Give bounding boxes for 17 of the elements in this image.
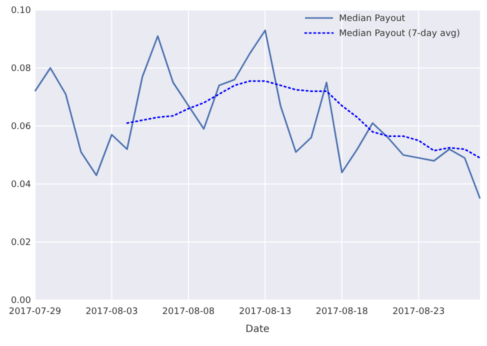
x-axis-title: Date (246, 324, 270, 335)
x-tick-label: 2017-08-08 (162, 307, 215, 317)
x-tick-label: 2017-08-13 (239, 307, 292, 317)
x-tick-label: 2017-08-23 (392, 307, 445, 317)
x-tick-label: 2017-07-29 (8, 307, 62, 317)
line-series (126, 80, 481, 159)
x-tick-label: 2017-08-03 (86, 307, 138, 317)
legend-label: Median Payout (7-day avg) (339, 29, 460, 40)
y-tick-label: 0.04 (10, 180, 32, 190)
x-tick-label: 2017-08-18 (316, 307, 368, 317)
y-tick-label: 0.06 (10, 122, 32, 132)
y-tick-label: 0.02 (10, 238, 31, 248)
legend-label: Median Payout (339, 14, 406, 24)
y-tick-label: 0.08 (10, 64, 32, 74)
line-series (34, 30, 481, 200)
y-tick-label: 0.10 (10, 6, 32, 16)
y-tick-label: 0.00 (10, 296, 32, 306)
